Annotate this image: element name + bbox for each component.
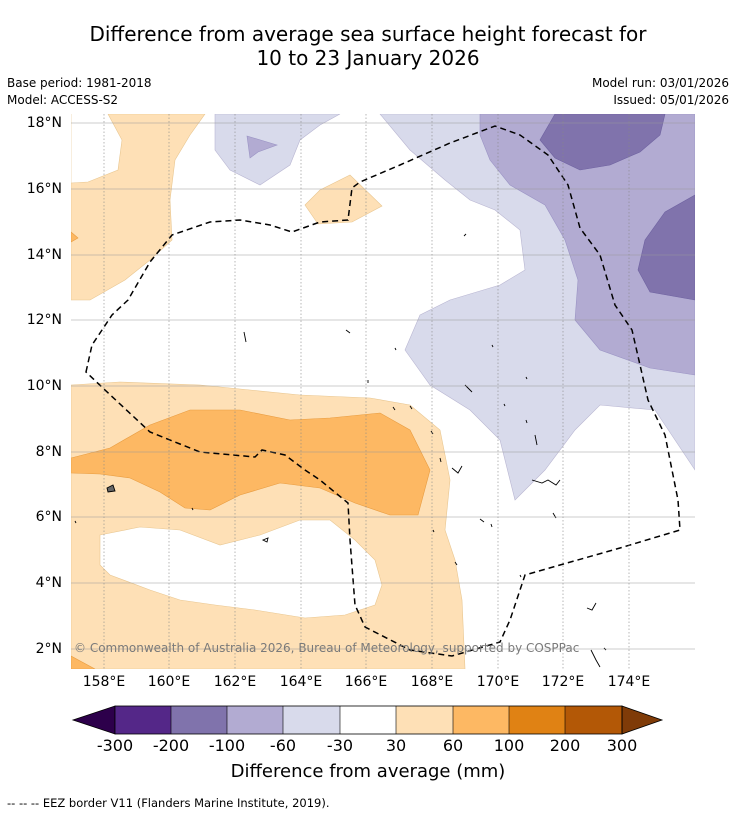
colorbar-bin-1 (115, 706, 171, 734)
lon-label: 168°E (410, 674, 454, 690)
colorbar-label: -300 (96, 736, 134, 755)
colorbar-bin-4 (283, 706, 340, 734)
title-line-1: Difference from average sea surface heig… (89, 22, 647, 46)
colorbar-extend-high (621, 705, 664, 735)
lon-label: 170°E (476, 674, 520, 690)
lat-label: 10°N (26, 378, 62, 394)
region-negative-medium-small (246, 135, 278, 159)
colorbar-bin-2 (171, 706, 227, 734)
colorbar-label: 200 (549, 736, 581, 755)
lon-label: 166°E (344, 674, 388, 690)
lon-label: 160°E (147, 674, 191, 690)
lat-label: 18°N (26, 115, 62, 131)
colorbar-bin-5 (340, 706, 396, 734)
model-name: Model: ACCESS-S2 (7, 93, 119, 107)
colorbar-label: -100 (208, 736, 246, 755)
model-run: Model run: 03/01/2026 (591, 76, 729, 90)
colorbar-label: -200 (152, 736, 190, 755)
lon-label: 158°E (82, 674, 126, 690)
lat-label: 14°N (26, 247, 62, 263)
region-neutral-hole (99, 519, 383, 619)
region-positive-medium-corner (71, 655, 96, 669)
base-period: Base period: 1981-2018 (7, 76, 152, 90)
colorbar-label: 300 (606, 736, 638, 755)
lon-label: 174°E (607, 674, 651, 690)
region-positive-light-northwest (71, 114, 206, 301)
region-negative-dark-east (637, 194, 695, 301)
lon-label: 172°E (541, 674, 585, 690)
islands (74, 233, 607, 668)
colorbar-label: 30 (385, 736, 407, 755)
page-title: Difference from average sea surface heig… (0, 22, 736, 70)
meta-right: Model run: 03/01/2026 Issued: 05/01/2026 (592, 75, 729, 109)
colorbar-bin-6 (396, 706, 453, 734)
region-negative-light-west (214, 114, 341, 186)
meta-left: Base period: 1981-2018 Model: ACCESS-S2 (7, 75, 152, 109)
colorbar-label: -60 (269, 736, 297, 755)
title-line-2: 10 to 23 January 2026 (256, 46, 480, 70)
eez-border (85, 125, 681, 657)
colorbar-label: 100 (493, 736, 525, 755)
map-plot-area (71, 114, 695, 669)
colorbar-title: Difference from average (mm) (230, 761, 506, 782)
lat-label: 2°N (35, 641, 62, 657)
lon-label: 162°E (213, 674, 257, 690)
lat-label: 16°N (26, 181, 62, 197)
colorbar-bin-3 (227, 706, 283, 734)
colorbar (71, 705, 664, 735)
colorbar-bin-8 (509, 706, 565, 734)
lat-label: 8°N (35, 444, 62, 460)
region-negative-dark-north (539, 114, 666, 171)
lon-label: 164°E (279, 674, 323, 690)
gridlines (103, 114, 630, 669)
issued-date: Issued: 05/01/2026 (613, 93, 729, 107)
region-positive-light-blob (304, 174, 383, 225)
region-positive-medium-edge (71, 231, 79, 243)
colorbar-bin-7 (453, 706, 509, 734)
colorbar-label: 60 (442, 736, 464, 755)
lat-gridlines (71, 122, 695, 650)
lat-label: 4°N (35, 575, 62, 591)
colorbar-label: -30 (326, 736, 354, 755)
lat-label: 6°N (35, 509, 62, 525)
region-negative-medium (479, 114, 695, 376)
colorbar-bin-9 (565, 706, 622, 734)
colorbar-extend-low (71, 705, 116, 735)
copyright-credit: © Commonwealth of Australia 2026, Bureau… (74, 641, 580, 655)
eez-footnote: -- -- -- EEZ border V11 (Flanders Marine… (7, 796, 330, 810)
lat-label: 12°N (26, 312, 62, 328)
